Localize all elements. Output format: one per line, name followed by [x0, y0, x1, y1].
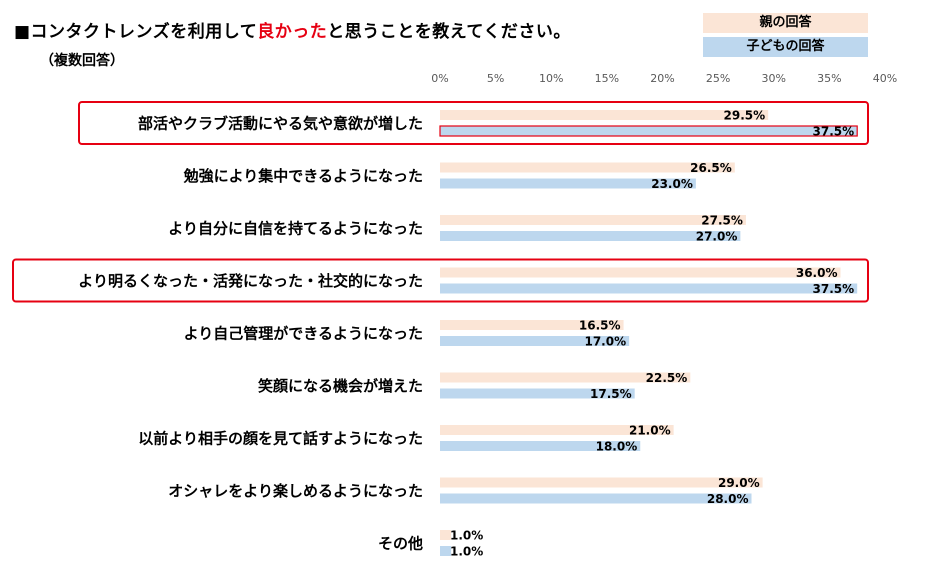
value-label-child: 1.0% [450, 545, 483, 559]
category-label: 以前より相手の顔を見て話すようになった [138, 430, 423, 448]
value-label-child: 17.5% [590, 387, 632, 401]
value-label-child: 37.5% [813, 125, 855, 139]
category-label: 勉強により集中できるようになった [183, 167, 423, 185]
x-tick-label: 15% [595, 72, 619, 85]
value-label-child: 17.0% [584, 335, 626, 349]
value-label-parent: 29.5% [724, 109, 766, 123]
bar-child [439, 125, 858, 137]
legend-parent: 親の回答 [703, 13, 868, 33]
bar-parent [440, 425, 674, 435]
value-label-parent: 21.0% [629, 424, 671, 438]
bar-parent [440, 320, 624, 330]
category-label: 部活やクラブ活動にやる気や意欲が増した [138, 115, 423, 133]
title-suffix: と思うことを教えてください。 [327, 22, 571, 42]
bar-child [440, 546, 452, 556]
x-tick-label: 25% [706, 72, 730, 85]
value-label-parent: 22.5% [646, 371, 688, 385]
value-label-child: 18.0% [596, 440, 638, 454]
x-tick-label: 0% [431, 72, 448, 85]
value-label-parent: 1.0% [450, 529, 483, 543]
chart-title: ■コンタクトレンズを利用して良かったと思うことを教えてください。 [14, 17, 571, 42]
title-prefix: ■コンタクトレンズを利用して [14, 22, 258, 42]
legend-child: 子どもの回答 [703, 37, 868, 57]
x-tick-label: 10% [539, 72, 563, 85]
bar-parent [440, 110, 769, 120]
chart-subtitle: （複数回答） [40, 53, 124, 69]
category-label: 笑顔になる機会が増えた [258, 377, 423, 395]
bar-child [440, 231, 741, 241]
value-label-child: 27.0% [696, 230, 738, 244]
category-label: より自己管理ができるようになった [184, 325, 423, 343]
value-label-parent: 27.5% [701, 214, 743, 228]
bar-child [440, 493, 752, 504]
bar-child [440, 388, 635, 399]
bar-parent [440, 530, 452, 540]
x-tick-label: 30% [762, 72, 786, 85]
bar-parent [440, 477, 763, 488]
value-label-child: 23.0% [651, 177, 693, 191]
x-tick-label: 5% [487, 72, 504, 85]
highlight-box [12, 258, 869, 303]
bar-parent [440, 162, 735, 173]
bar-parent [440, 215, 746, 225]
highlight-box [78, 101, 869, 145]
bar-child [440, 336, 630, 346]
x-tick-label: 20% [650, 72, 674, 85]
value-label-child: 37.5% [813, 282, 855, 296]
bar-child [440, 441, 641, 451]
bar-parent [440, 267, 841, 278]
title-highlight: 良かった [257, 22, 328, 42]
category-label: より自分に自信を持てるようになった [168, 220, 423, 238]
value-label-child: 28.0% [707, 492, 749, 506]
x-tick-label: 40% [873, 72, 897, 85]
category-label: オシャレをより楽しめるようになった [168, 482, 423, 500]
x-tick-label: 35% [817, 72, 841, 85]
value-label-parent: 36.0% [796, 266, 838, 280]
value-label-parent: 29.0% [718, 476, 760, 490]
value-label-parent: 26.5% [690, 161, 732, 175]
value-label-parent: 16.5% [579, 319, 621, 333]
category-label: その他 [378, 535, 423, 553]
bar-child [440, 283, 858, 294]
category-label: より明るくなった・活発になった・社交的になった [78, 272, 423, 290]
bar-child [440, 178, 696, 189]
bar-parent [440, 372, 691, 383]
